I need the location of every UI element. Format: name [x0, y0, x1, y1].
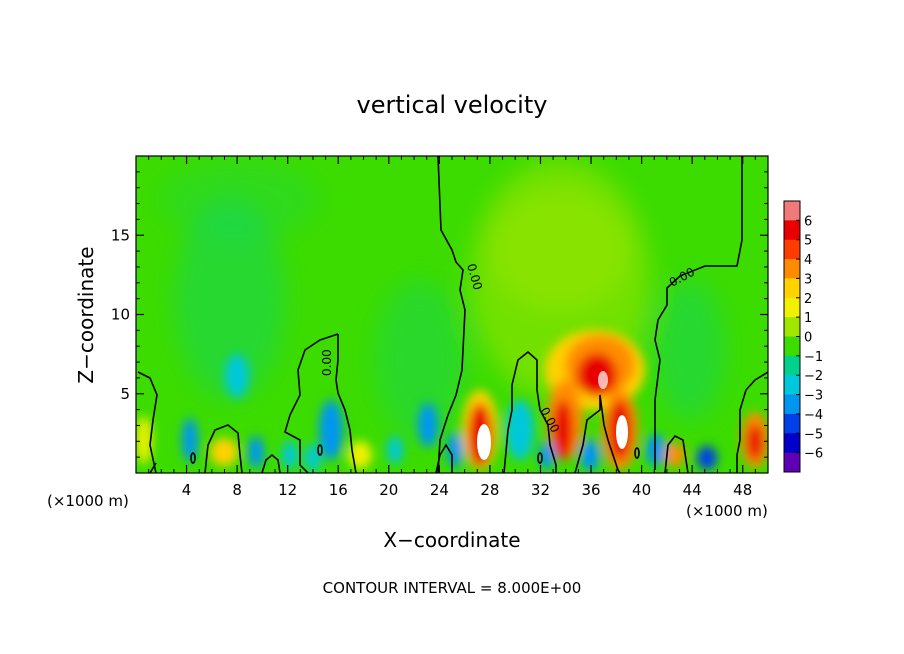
colorbar-swatch: [784, 355, 800, 376]
colorbar-swatch: [784, 239, 800, 260]
colorbar-swatch: [784, 433, 800, 454]
x-tick-label: 20: [379, 481, 398, 499]
x-unit-label-right: (×1000 m): [686, 502, 768, 520]
colorbar-swatch: [784, 201, 800, 221]
x-tick-label: 32: [531, 481, 550, 499]
colorbar-swatch: [784, 297, 800, 318]
colorbar-tick-label: −1: [804, 350, 823, 365]
x-tick-label: 48: [733, 481, 752, 499]
x-tick-label: 44: [683, 481, 702, 499]
y-axis-ticks: 5 10 15: [111, 171, 768, 458]
x-tick-label: 40: [632, 481, 651, 499]
colorbar-swatch: [784, 259, 800, 279]
y-tick-label: 5: [120, 385, 130, 403]
x-tick-label: 12: [278, 481, 297, 499]
colorbar-tick-label: −3: [804, 389, 823, 404]
colorbar-swatch: [784, 220, 800, 241]
contour-label: 0.00: [320, 349, 334, 376]
colorbar-swatch: [784, 317, 800, 337]
contour-lines: [137, 156, 768, 473]
colorbar-swatch: [784, 394, 800, 415]
x-unit-label-left: (×1000 m): [47, 492, 129, 510]
x-tick-label: 8: [232, 481, 242, 499]
y-tick-label: 15: [111, 226, 130, 244]
colorbar-swatch: [784, 336, 800, 357]
colorbar-tick-label: 0: [804, 331, 812, 346]
colorbar-tick-label: −2: [804, 369, 823, 384]
colorbar-tick-label: −5: [804, 427, 823, 442]
plot-area: 0.00 0.00 0.00 0.00 4 8 12 16 20 24 28 32 36 40 44…: [111, 155, 769, 499]
colorbar-tick-label: 6: [804, 214, 812, 229]
x-tick-label: 16: [329, 481, 348, 499]
colorbar-tick-label: −4: [804, 408, 823, 423]
x-axis-label: X−coordinate: [383, 528, 520, 552]
colorbar-swatch: [784, 278, 800, 299]
colorbar-swatch: [784, 452, 800, 473]
y-tick-label: 10: [111, 306, 130, 324]
colorbar-tick-label: 2: [804, 292, 812, 307]
colorbar-tick-label: 5: [804, 234, 812, 249]
peak-layer: [477, 371, 628, 460]
y-axis-label: Z−coordinate: [74, 246, 98, 383]
colorbar-swatch: [784, 413, 800, 434]
colorbar: 6 5 4 3 2 1 0 −1 −2 −3 −4 −5 −6: [783, 200, 823, 473]
colorbar-tick-label: 3: [804, 272, 812, 287]
colorbar-tick-label: −6: [804, 447, 823, 462]
x-tick-label: 36: [581, 481, 600, 499]
colorbar-swatch: [784, 375, 800, 396]
colorbar-tick-label: 1: [804, 311, 812, 326]
contour-interval-footer: CONTOUR INTERVAL = 8.000E+00: [323, 579, 582, 597]
colorbar-tick-label: 4: [804, 253, 812, 268]
chart-title: vertical velocity: [357, 91, 548, 119]
x-tick-label: 4: [182, 481, 192, 499]
x-axis-ticks: 4 8 12 16 20 24 28 32 36 40 44 48: [148, 156, 756, 499]
x-tick-label: 28: [480, 481, 499, 499]
x-tick-label: 24: [430, 481, 449, 499]
